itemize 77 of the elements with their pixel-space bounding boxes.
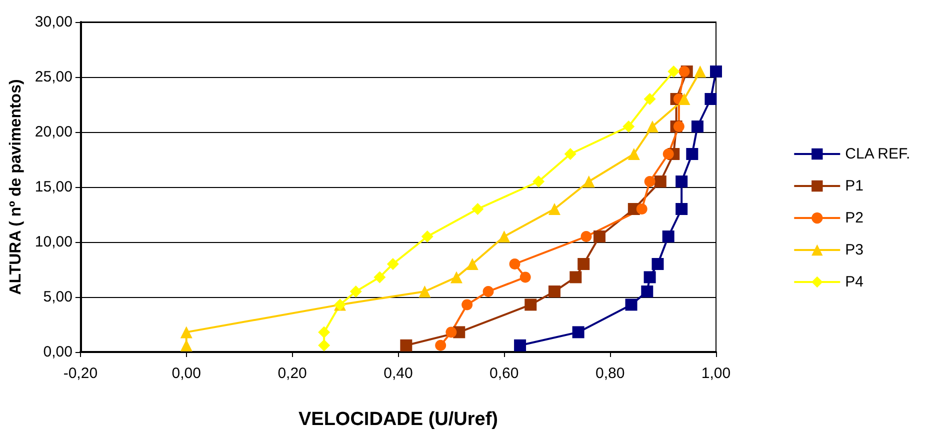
point — [318, 339, 330, 352]
y-tick-label: 0,00 — [43, 344, 72, 360]
point — [686, 148, 698, 160]
point — [691, 120, 704, 132]
legend-label: CLA REF. — [845, 146, 910, 162]
point — [644, 176, 656, 187]
point — [710, 66, 722, 78]
point — [400, 339, 412, 352]
x-tick-label: 0,20 — [278, 365, 307, 382]
point — [622, 120, 635, 132]
point — [180, 326, 192, 338]
point — [662, 148, 674, 160]
x-tick-label: 0,40 — [384, 365, 413, 382]
point — [668, 66, 680, 78]
point — [704, 93, 717, 105]
legend-label: P3 — [845, 242, 864, 258]
point — [676, 203, 688, 215]
point — [386, 258, 399, 270]
point — [418, 286, 431, 298]
point — [318, 326, 330, 338]
point — [374, 271, 386, 284]
point — [654, 176, 666, 188]
point — [580, 231, 592, 242]
point — [421, 230, 434, 242]
point — [472, 203, 484, 215]
point — [520, 272, 531, 283]
point — [498, 230, 510, 242]
legend-label: P2 — [845, 210, 864, 226]
point — [678, 66, 690, 77]
point — [435, 340, 446, 351]
x-tick-label: -0,20 — [63, 365, 98, 382]
x-tick-label: 0,80 — [595, 365, 625, 382]
point — [646, 120, 658, 132]
y-tick-label: 20,00 — [34, 124, 72, 140]
point — [641, 286, 654, 298]
y-tick-label: 30,00 — [34, 14, 72, 30]
x-tick-label: 1,00 — [701, 365, 731, 382]
x-axis-title: VELOCIDADE (U/Uref) — [298, 409, 498, 430]
y-tick-label: 5,00 — [43, 288, 72, 306]
point — [514, 339, 526, 352]
point — [450, 271, 462, 284]
point — [678, 93, 690, 105]
x-tick-label: 0,60 — [490, 365, 519, 382]
y-tick-label: 10,00 — [34, 234, 72, 250]
point — [532, 176, 545, 188]
point — [180, 339, 192, 352]
point — [548, 203, 560, 215]
point — [524, 298, 537, 311]
point — [482, 286, 494, 297]
point — [694, 66, 706, 78]
point — [570, 271, 582, 284]
point — [548, 286, 560, 298]
point — [466, 258, 478, 270]
point — [676, 176, 688, 188]
point — [636, 204, 648, 214]
point — [644, 93, 656, 105]
point — [593, 230, 606, 242]
point — [625, 298, 638, 311]
y-axis-title: ALTURA ( nº de pavimentos) — [8, 79, 24, 295]
x-tick-label: 0,00 — [172, 365, 201, 382]
point — [582, 176, 595, 188]
point — [628, 148, 640, 160]
point — [662, 230, 674, 242]
point — [462, 299, 473, 310]
point — [446, 326, 457, 338]
point — [564, 148, 576, 160]
point — [572, 326, 584, 338]
point — [578, 258, 590, 270]
legend-label: P1 — [845, 178, 864, 194]
point — [673, 121, 684, 132]
y-tick-label: 15,00 — [34, 178, 72, 196]
point — [644, 271, 656, 284]
legend-label: P4 — [845, 274, 864, 290]
y-tick-label: 25,00 — [34, 68, 72, 86]
point — [350, 286, 362, 298]
point — [509, 258, 520, 270]
point — [652, 258, 664, 270]
